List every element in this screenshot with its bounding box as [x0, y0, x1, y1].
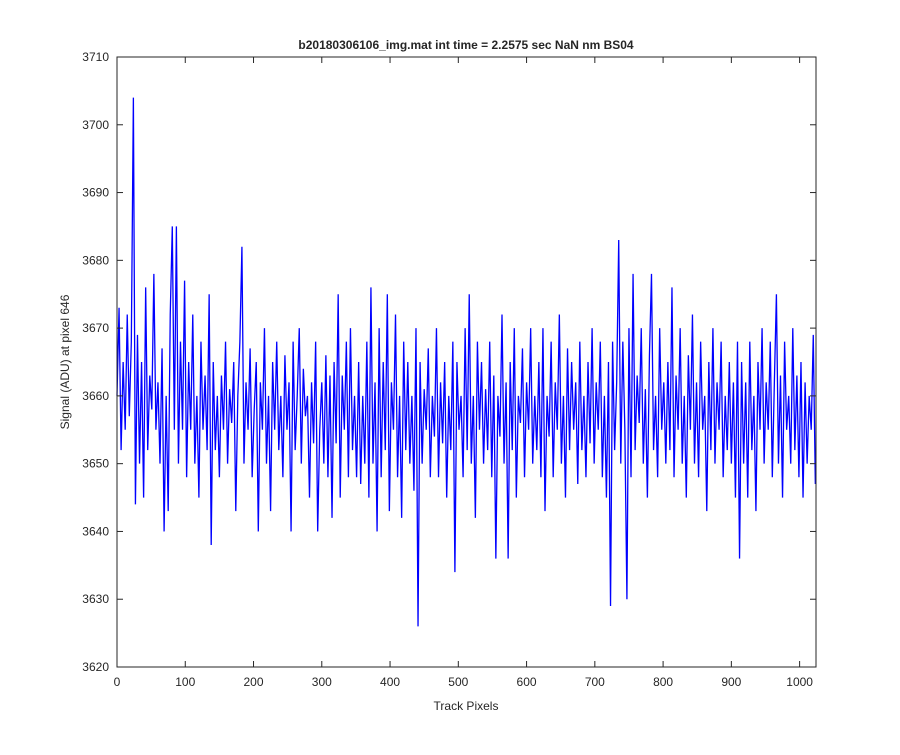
chart-title: b20180306106_img.mat int time = 2.2575 s… [298, 38, 634, 52]
plot-area [117, 57, 816, 667]
x-axis: 0 100 200 300 400 500 600 700 800 900 1000 [114, 57, 813, 689]
x-tick-label: 600 [517, 675, 537, 689]
x-tick-label: 0 [114, 675, 121, 689]
y-axis: 3620 3630 3640 3650 3660 3670 3680 3690 3700 3710 [82, 50, 816, 674]
x-tick-label: 800 [653, 675, 673, 689]
x-axis-label: Track Pixels [434, 699, 499, 713]
y-tick-label: 3650 [82, 457, 109, 471]
y-tick-label: 3620 [82, 660, 109, 674]
x-tick-label: 500 [448, 675, 468, 689]
y-tick-label: 3710 [82, 50, 109, 64]
y-tick-label: 3670 [82, 321, 109, 335]
x-tick-label: 300 [312, 675, 332, 689]
data-layer [116, 97, 816, 627]
x-tick-label: 700 [585, 675, 605, 689]
x-tick-label: 200 [244, 675, 264, 689]
y-tick-label: 3660 [82, 389, 109, 403]
y-tick-label: 3700 [82, 118, 109, 132]
y-axis-label: Signal (ADU) at pixel 646 [58, 294, 72, 429]
y-tick-label: 3690 [82, 186, 109, 200]
axes-box [116, 56, 817, 668]
x-tick-label: 1000 [786, 675, 813, 689]
x-tick-label: 100 [175, 675, 195, 689]
y-tick-label: 3680 [82, 253, 109, 267]
y-tick-label: 3630 [82, 592, 109, 606]
y-tick-label: 3640 [82, 524, 109, 538]
x-tick-label: 400 [380, 675, 400, 689]
x-tick-label: 900 [721, 675, 741, 689]
series-line [116, 97, 816, 627]
